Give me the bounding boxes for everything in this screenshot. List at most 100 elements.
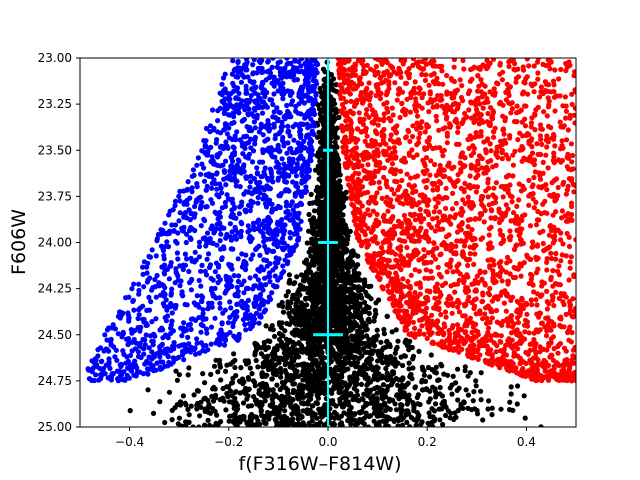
data-point xyxy=(198,399,204,405)
data-point xyxy=(270,283,277,289)
data-point xyxy=(166,276,172,282)
data-point xyxy=(455,366,461,372)
data-point xyxy=(244,285,250,291)
data-point xyxy=(188,236,194,242)
data-point xyxy=(282,73,288,79)
data-point xyxy=(379,412,385,418)
data-point xyxy=(398,388,404,394)
data-point xyxy=(316,391,322,397)
data-point xyxy=(404,401,410,407)
data-point xyxy=(294,329,300,335)
data-point xyxy=(311,111,317,117)
data-point xyxy=(272,362,278,368)
data-point xyxy=(272,333,278,339)
data-point xyxy=(258,345,264,351)
data-point xyxy=(92,361,98,367)
data-point xyxy=(261,87,267,93)
data-point xyxy=(196,277,202,284)
data-point xyxy=(256,104,262,111)
data-point xyxy=(245,155,251,161)
data-point xyxy=(363,402,369,408)
data-point xyxy=(140,303,146,309)
data-point xyxy=(194,293,200,299)
data-point xyxy=(336,318,342,324)
data-point xyxy=(437,417,443,423)
data-point xyxy=(165,244,172,250)
data-point xyxy=(307,200,313,206)
data-point xyxy=(194,406,200,412)
data-point xyxy=(328,353,334,359)
data-point xyxy=(239,98,245,104)
data-point xyxy=(313,187,319,194)
data-point xyxy=(113,347,119,353)
data-point xyxy=(255,200,261,206)
data-point xyxy=(218,185,224,191)
data-point xyxy=(194,184,200,190)
data-point xyxy=(337,396,343,402)
data-point xyxy=(234,178,240,184)
data-point xyxy=(288,353,294,359)
data-point xyxy=(145,387,151,393)
data-point xyxy=(351,283,357,290)
data-point xyxy=(136,281,142,287)
data-point xyxy=(258,408,264,415)
data-point xyxy=(205,417,211,423)
data-point xyxy=(430,384,436,390)
data-point xyxy=(355,340,361,346)
data-point xyxy=(318,286,324,292)
data-point xyxy=(252,189,258,195)
data-point xyxy=(318,354,324,360)
data-point xyxy=(343,189,349,195)
data-point xyxy=(107,365,113,371)
data-point xyxy=(296,421,302,427)
data-point xyxy=(262,138,268,144)
data-point xyxy=(433,394,439,400)
data-point xyxy=(406,392,412,398)
data-point xyxy=(270,370,276,377)
data-point xyxy=(276,302,282,308)
data-point xyxy=(205,397,211,404)
data-point xyxy=(319,246,325,252)
data-point xyxy=(316,256,322,262)
data-point xyxy=(373,311,379,317)
data-point xyxy=(439,393,445,399)
data-point xyxy=(237,231,244,237)
data-point xyxy=(276,330,282,337)
data-point xyxy=(165,335,171,341)
data-point xyxy=(247,208,253,214)
data-point xyxy=(252,340,258,346)
data-point xyxy=(474,407,480,414)
data-point xyxy=(173,368,179,374)
data-point xyxy=(287,146,293,152)
data-point xyxy=(302,189,308,195)
data-point xyxy=(239,251,245,257)
data-point xyxy=(345,417,351,424)
data-point xyxy=(366,310,372,316)
data-point xyxy=(447,385,453,391)
data-point xyxy=(275,142,281,148)
data-point xyxy=(299,193,305,199)
data-point xyxy=(282,394,288,400)
data-point xyxy=(470,398,476,404)
data-point xyxy=(209,285,215,292)
data-point xyxy=(210,107,216,113)
data-point xyxy=(329,165,335,171)
data-point xyxy=(380,382,387,388)
data-point xyxy=(198,404,204,410)
data-point xyxy=(245,74,251,80)
data-point xyxy=(538,424,544,427)
data-point xyxy=(312,167,319,173)
data-point xyxy=(302,115,308,121)
data-point xyxy=(243,261,249,268)
data-point xyxy=(282,89,288,95)
data-point xyxy=(195,302,201,308)
data-point xyxy=(336,220,343,226)
data-point xyxy=(153,316,159,322)
data-point xyxy=(106,325,112,331)
data-point xyxy=(337,200,343,206)
data-point xyxy=(287,395,293,401)
data-point xyxy=(181,342,187,348)
data-point xyxy=(402,384,408,390)
data-point xyxy=(162,419,168,426)
